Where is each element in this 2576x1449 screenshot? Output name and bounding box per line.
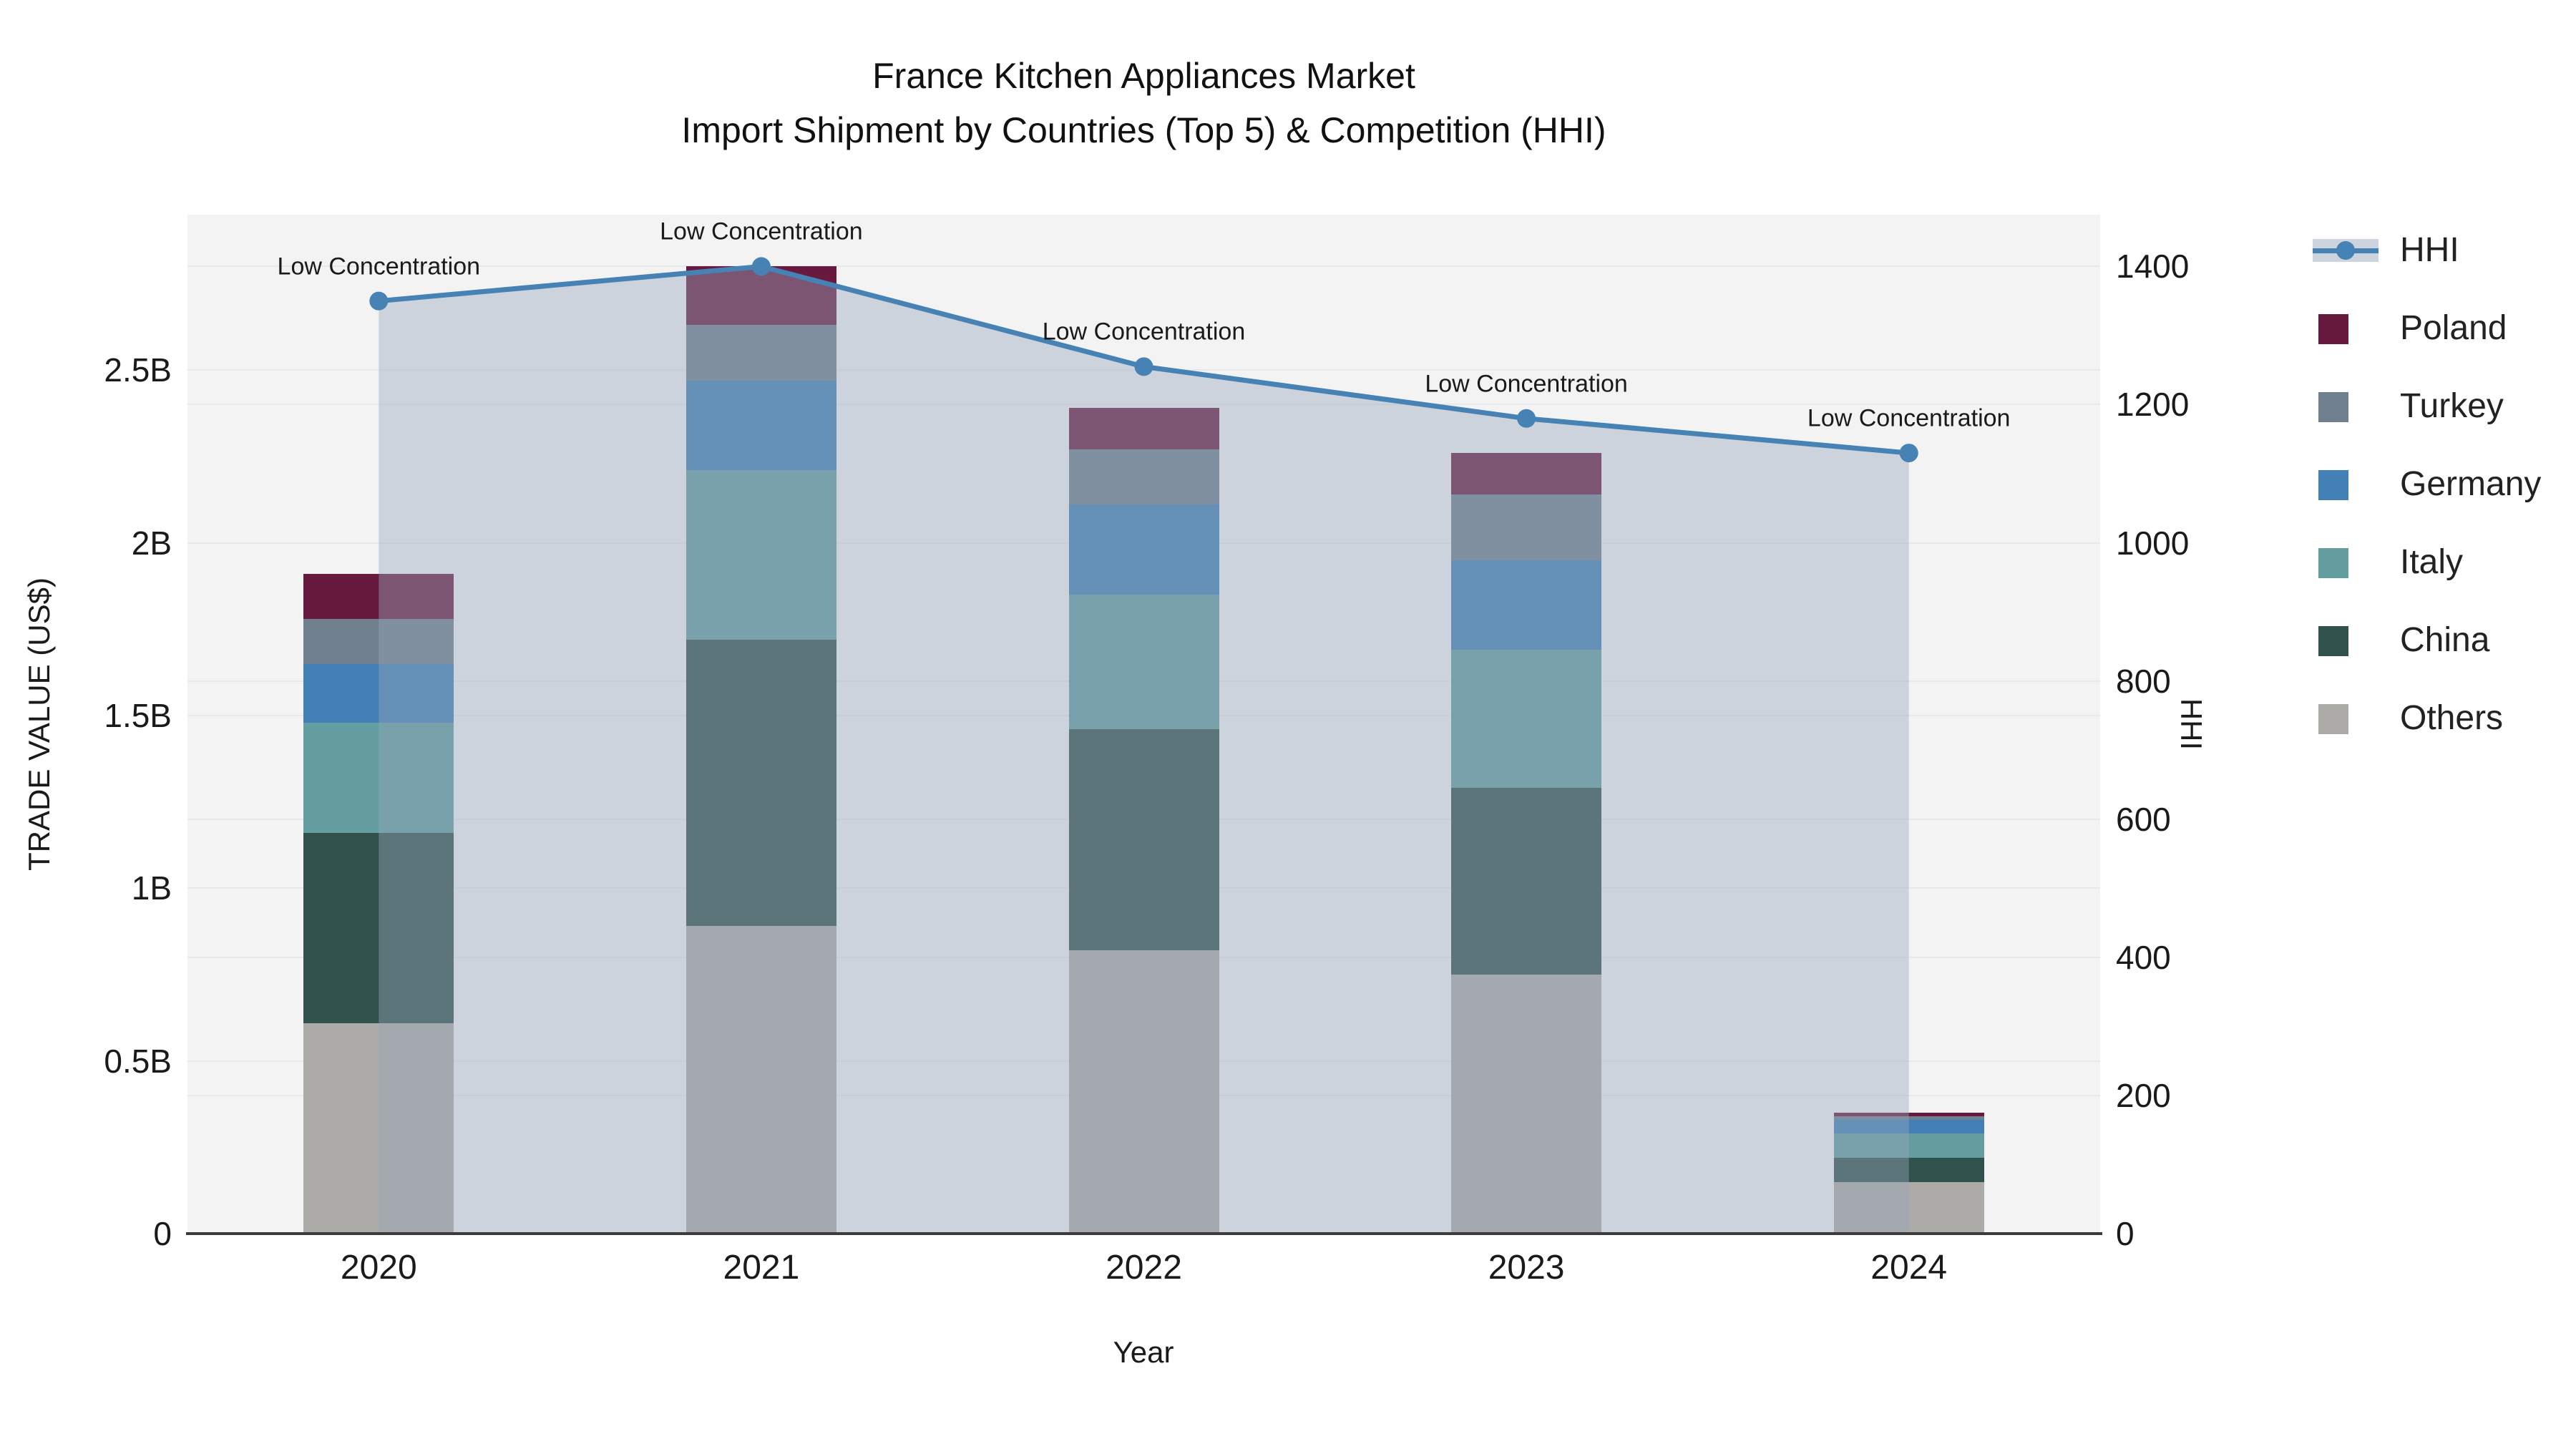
legend-label-china: China [2400,621,2490,659]
legend-label-others: Others [2400,699,2504,737]
chart-title-line2: Import Shipment by Countries (Top 5) & C… [681,110,1606,150]
legend-color-square [2318,703,2348,734]
legend-swatch-poland [2313,313,2381,344]
legend-swatch-hhi [2313,235,2381,266]
legend-color-square [2318,469,2348,500]
legend-swatch-china [2313,625,2381,656]
y-right-tick-1200: 1200 [2116,386,2190,424]
bar-segment-germany-2024[interactable] [1833,1119,1984,1133]
y-left-tick-1.5B: 1.5B [104,696,172,734]
y-right-tick-800: 800 [2116,662,2171,700]
bar-segment-italy-2024[interactable] [1833,1133,1984,1158]
y-right-tick-0: 0 [2116,1215,2135,1252]
y-left-tick-0: 0 [153,1215,172,1252]
bar-segment-italy-2022[interactable] [1068,594,1219,730]
bar-segment-germany-2021[interactable] [686,380,836,471]
legend-item-poland[interactable]: Poland [2313,308,2541,348]
bar-segment-turkey-2022[interactable] [1068,449,1219,505]
legend-label-germany: Germany [2400,465,2542,503]
legend-swatch-italy [2313,547,2381,578]
legend-item-italy[interactable]: Italy [2313,542,2541,582]
bar-segment-poland-2022[interactable] [1068,408,1219,450]
bar-segment-turkey-2021[interactable] [686,325,836,381]
annotation-low-concentration-2020: Low Concentration [277,253,481,280]
legend-swatch-turkey [2313,391,2381,422]
bar-segment-italy-2021[interactable] [686,470,836,640]
legend-color-square [2318,547,2348,578]
x-tick-2023: 2023 [1488,1249,1565,1287]
y-right-tick-200: 200 [2116,1076,2171,1114]
x-tick-2020: 2020 [340,1249,417,1287]
bar-segment-china-2023[interactable] [1451,788,1602,975]
bar-segment-germany-2022[interactable] [1068,504,1219,595]
bar-segment-turkey-2023[interactable] [1451,494,1602,560]
bar-segment-others-2024[interactable] [1833,1181,1984,1234]
y-right-tick-1400: 1400 [2116,248,2190,286]
bar-segment-others-2022[interactable] [1068,950,1219,1234]
bar-segment-poland-2023[interactable] [1451,453,1602,494]
chart-title-line1: France Kitchen Appliances Market [872,56,1415,96]
bar-segment-germany-2023[interactable] [1451,560,1602,650]
legend-item-germany[interactable]: Germany [2313,464,2541,504]
legend-item-hhi[interactable]: HHI [2313,230,2541,270]
hhi-marker-2024[interactable] [1899,444,1918,463]
legend-item-others[interactable]: Others [2313,698,2541,738]
hhi-marker-2022[interactable] [1134,357,1153,376]
x-tick-2024: 2024 [1870,1249,1948,1287]
y-axis-right-title: HHI [2175,698,2208,751]
gridline-left-2.5B [187,369,2100,371]
x-axis-line [186,1232,2102,1235]
legend-label-turkey: Turkey [2400,387,2504,425]
legend-label-hhi: HHI [2400,231,2459,269]
bar-segment-others-2020[interactable] [303,1023,454,1234]
y-left-tick-0.5B: 0.5B [104,1042,172,1080]
hhi-marker-2023[interactable] [1517,409,1536,428]
bar-segment-turkey-2020[interactable] [303,618,454,664]
legend-item-china[interactable]: China [2313,620,2541,660]
legend-item-turkey[interactable]: Turkey [2313,386,2541,426]
bar-segment-germany-2020[interactable] [303,663,454,723]
bar-segment-china-2024[interactable] [1833,1157,1984,1182]
bar-segment-poland-2021[interactable] [686,266,836,326]
annotation-low-concentration-2021: Low Concentration [660,218,863,245]
hhi-marker-swatch [2336,240,2355,260]
legend-color-square [2318,391,2348,422]
bar-segment-others-2023[interactable] [1451,974,1602,1234]
y-right-tick-1000: 1000 [2116,524,2190,562]
bar-segment-turkey-2024[interactable] [1833,1116,1984,1120]
bar-segment-poland-2024[interactable] [1833,1113,1984,1116]
y-left-tick-2B: 2B [131,524,172,562]
legend-color-square [2318,313,2348,344]
y-right-tick-600: 600 [2116,800,2171,838]
legend: HHI Poland Turkey Germany Italy China Others [2313,230,2541,738]
bar-segment-china-2020[interactable] [303,833,454,1023]
bar-segment-italy-2023[interactable] [1451,650,1602,789]
bar-segment-others-2021[interactable] [686,926,836,1234]
annotation-low-concentration-2023: Low Concentration [1425,370,1628,398]
x-tick-2022: 2022 [1106,1249,1182,1287]
legend-label-poland: Poland [2400,309,2507,347]
plot-area [187,215,2100,1234]
x-axis-title: Year [1113,1335,1174,1369]
bar-segment-italy-2020[interactable] [303,722,454,834]
y-left-tick-2.5B: 2.5B [104,351,172,389]
hhi-marker-2020[interactable] [369,291,389,311]
bar-segment-china-2021[interactable] [686,639,836,927]
legend-swatch-germany [2313,469,2381,500]
chart-title: France Kitchen Appliances Market Import … [187,49,2100,157]
bar-segment-poland-2020[interactable] [303,574,454,619]
annotation-low-concentration-2022: Low Concentration [1042,318,1246,346]
annotation-low-concentration-2024: Low Concentration [1807,404,2011,432]
y-left-tick-1B: 1B [131,869,172,907]
legend-label-italy: Italy [2400,543,2464,581]
bar-segment-china-2022[interactable] [1068,729,1219,951]
legend-swatch-others [2313,703,2381,734]
legend-color-square [2318,625,2348,656]
x-tick-2021: 2021 [723,1249,800,1287]
y-right-tick-400: 400 [2116,938,2171,976]
